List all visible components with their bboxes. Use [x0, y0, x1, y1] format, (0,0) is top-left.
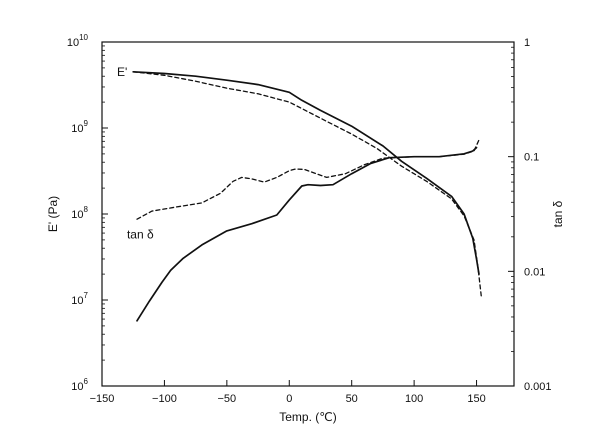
series-line-left-dashed — [132, 71, 483, 299]
y-axis-title-left: E' (Pa) — [46, 196, 60, 232]
annotation-label: tan δ — [127, 227, 154, 241]
x-tick-label: −100 — [152, 393, 177, 405]
x-tick-label: 150 — [467, 393, 485, 405]
y-right-tick-label: 0.01 — [524, 266, 545, 278]
y-left-tick-label: 109 — [71, 119, 88, 135]
series-group — [132, 70, 483, 322]
y-left-tick-label: 108 — [71, 205, 88, 221]
y-left-tick-label: 1010 — [67, 33, 89, 49]
x-tick-label: 0 — [286, 393, 292, 405]
tick-group — [101, 41, 514, 387]
y-axis-title-right: tan δ — [551, 200, 565, 227]
y-right-tick-label: 0.001 — [524, 381, 552, 393]
x-tick-label: −150 — [90, 393, 115, 405]
y-right-tick-label: 0.1 — [524, 152, 539, 164]
series-line-left-solid — [132, 70, 480, 275]
annotation-label: E' — [117, 65, 127, 79]
series-line-right-solid — [136, 146, 478, 322]
x-axis-title: Temp. (℃) — [279, 410, 336, 424]
series-line-right-dashed — [136, 139, 480, 220]
y-right-tick-label: 1 — [524, 37, 530, 49]
plot-frame — [101, 41, 515, 387]
y-left-tick-label: 106 — [71, 377, 88, 393]
y-left-tick-label: 107 — [71, 291, 88, 307]
x-tick-label: 100 — [405, 393, 423, 405]
label-group: −150 −100 −50 0 50 100 150 106 107 108 109 1010 0.00… — [67, 33, 552, 405]
x-tick-label: −50 — [218, 393, 237, 405]
x-tick-label: 50 — [346, 393, 358, 405]
